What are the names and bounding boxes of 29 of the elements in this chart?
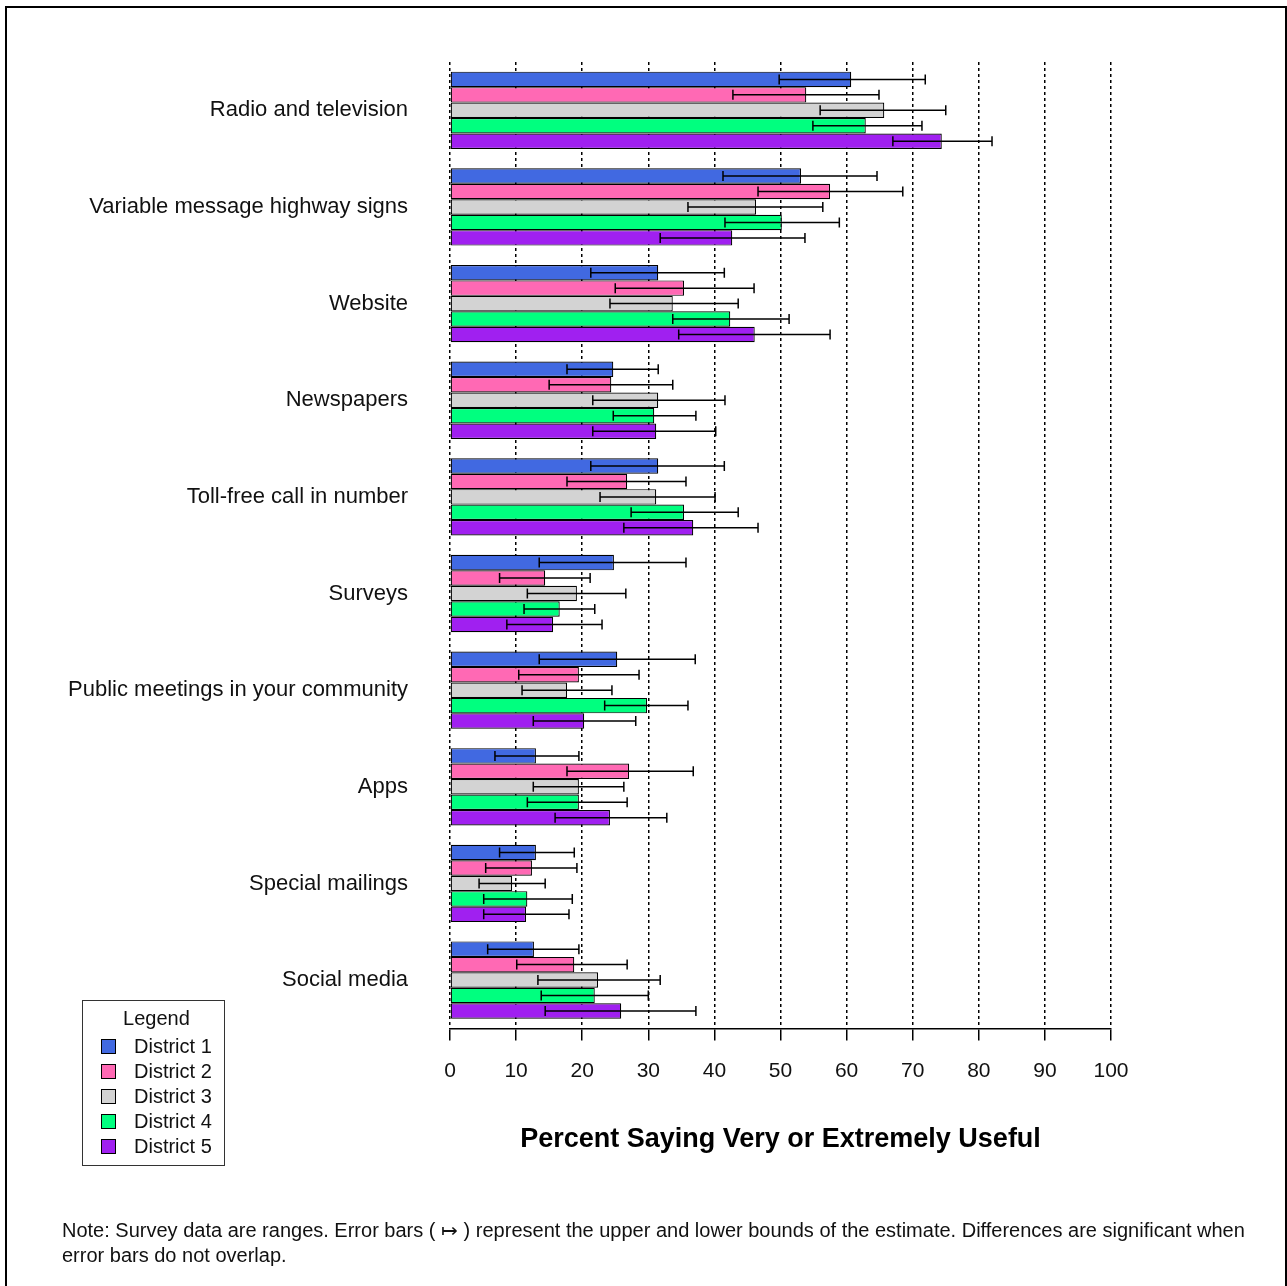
x-tick-label: 20 [570,1057,594,1081]
y-tick-label: Special mailings [249,869,408,895]
y-tick-label: Public meetings in your community [68,676,408,702]
x-tick-label: 30 [636,1057,660,1081]
x-tick-label: 0 [444,1057,456,1081]
x-tick-label: 40 [702,1057,727,1081]
x-tick-label: 90 [1033,1057,1057,1081]
x-axis-title: Percent Saying Very or Extremely Useful [520,1123,1041,1154]
legend-title: Legend [122,1007,191,1030]
legend-label: District 4 [134,1110,212,1133]
legend-label: District 5 [134,1135,212,1158]
y-tick-label: Website [328,289,408,315]
legend-label: District 2 [134,1060,212,1083]
x-tick-label: 80 [967,1057,991,1081]
y-tick-label: Toll-free call in number [186,482,408,508]
legend-label: District 3 [134,1085,212,1108]
y-tick-label: Surveys [328,579,408,605]
y-tick-label: Variable message highway signs [89,193,408,219]
y-tick-label: Newspapers [285,386,408,412]
text: Note: Survey data are ranges. Error bars ( ↦ ) represent the upper and lower bounds of the estimate. Differences are significant when error bars do not overlap. [62,1218,1246,1268]
x-tick-label: 60 [834,1057,859,1081]
x-tick-label: 100 [1093,1057,1129,1081]
y-tick-label: Apps [357,772,408,798]
x-tick-label: 70 [901,1057,925,1081]
y-tick-label: Social media [282,966,409,992]
legend-label: District 1 [134,1035,212,1058]
x-tick-label: 10 [504,1057,528,1081]
y-tick-label: Radio and television [209,96,408,122]
x-tick-label: 50 [768,1057,793,1081]
